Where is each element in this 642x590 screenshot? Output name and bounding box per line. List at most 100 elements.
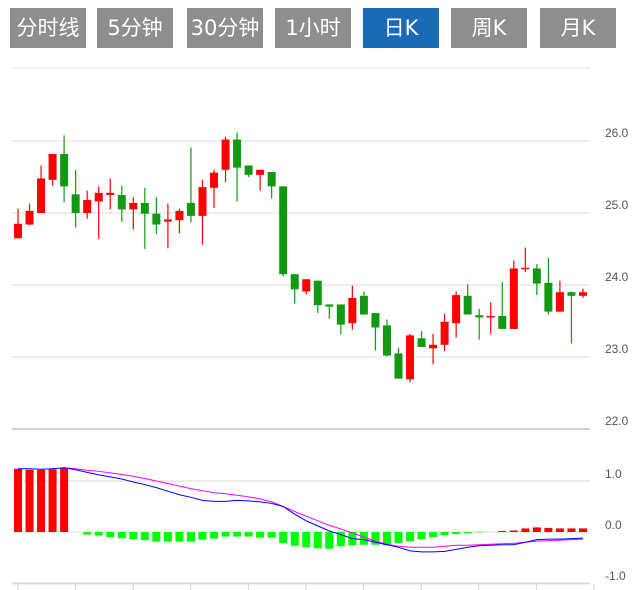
candle-down [60, 153, 69, 187]
candle-up [129, 202, 138, 210]
dea-line [64, 467, 583, 548]
macd-histogram-bar [175, 532, 184, 542]
candle-up [163, 219, 172, 222]
candle-down [152, 213, 161, 225]
candle-down [186, 202, 195, 216]
macd-histogram-bar [440, 532, 449, 536]
macd-histogram-bar [25, 469, 34, 532]
tab-3[interactable]: 1小时 [275, 8, 351, 48]
candle-down [325, 304, 334, 307]
macd-histogram-bar [498, 530, 507, 532]
candle-down [71, 194, 80, 213]
candle-down [359, 295, 368, 315]
macd-histogram-bar [371, 532, 380, 545]
macd-histogram-bar [83, 532, 92, 535]
tab-2[interactable]: 30分钟 [187, 8, 263, 48]
candle-down [394, 353, 403, 379]
candle-down [417, 338, 426, 347]
candle-up [256, 169, 265, 175]
candle-down [140, 202, 149, 214]
tab-5[interactable]: 周K [451, 8, 527, 48]
macd-histogram-bar [382, 532, 391, 546]
tab-4[interactable]: 日K [363, 8, 439, 48]
candle-down [463, 295, 472, 315]
candle-down [290, 274, 299, 290]
macd-histogram-bar [244, 532, 253, 537]
macd-histogram-bar [578, 528, 587, 532]
candle-up [429, 344, 438, 349]
macd-histogram-bar [94, 532, 103, 536]
macd-histogram-bar [221, 532, 230, 537]
macd-histogram-bar [186, 532, 195, 542]
candle-up [302, 279, 311, 292]
candle-up [440, 321, 449, 345]
macd-histogram-bar [544, 527, 553, 532]
macd-histogram-bar [198, 532, 207, 540]
candle-up [452, 295, 461, 324]
macd-histogram-bar [429, 532, 438, 538]
candle-up [486, 315, 495, 318]
macd-tick-label: 1.0 [605, 467, 622, 481]
candle-down [313, 280, 322, 306]
candle-up [94, 192, 103, 202]
candle-down [233, 139, 242, 168]
candle-down [498, 315, 507, 329]
candle-down [336, 304, 345, 325]
macd-histogram-bar [417, 532, 426, 540]
candle-up [25, 210, 34, 225]
candle-up [221, 139, 230, 170]
price-tick-label: 22.0 [605, 414, 629, 428]
candle-up [578, 292, 587, 296]
candle-up [210, 172, 219, 188]
macd-histogram-bar [394, 532, 403, 544]
candle-up [83, 200, 92, 213]
macd-histogram-bar [359, 532, 368, 545]
macd-histogram-bar [163, 532, 172, 542]
tab-0[interactable]: 分时线 [10, 8, 86, 48]
price-tick-label: 26.0 [605, 126, 629, 140]
tab-1[interactable]: 5分钟 [97, 8, 173, 48]
price-tick-label: 24.0 [605, 270, 629, 284]
macd-histogram-bar [290, 532, 299, 546]
macd-histogram-bar [475, 532, 484, 533]
candle-up [555, 292, 564, 312]
candle-up [509, 268, 518, 329]
candle-down [117, 195, 126, 210]
macd-histogram-bar [521, 528, 530, 532]
candle-up [14, 223, 22, 239]
candle-up [106, 192, 115, 195]
macd-histogram-bar [233, 532, 242, 537]
macd-histogram-bar [313, 532, 322, 549]
macd-tick-label: 0.0 [605, 518, 622, 532]
macd-histogram-bar [325, 532, 334, 549]
macd-histogram-bar [60, 468, 69, 532]
candle-up [406, 335, 415, 380]
candle-up [521, 267, 530, 270]
tab-6[interactable]: 月K [540, 8, 616, 48]
candle-down [567, 292, 576, 296]
macd-histogram-bar [567, 528, 576, 532]
macd-histogram-bar [336, 532, 345, 547]
candle-down [244, 165, 253, 175]
macd-histogram-bar [279, 532, 288, 544]
macd-histogram-bar [14, 468, 22, 532]
macd-histogram-bar [140, 532, 149, 541]
macd-histogram-bar [452, 532, 461, 535]
macd-histogram-bar [463, 532, 472, 534]
macd-histogram-bar [129, 532, 138, 540]
macd-histogram-bar [152, 532, 161, 542]
macd-histogram-bar [555, 528, 564, 532]
candle-down [382, 325, 391, 356]
candle-down [544, 282, 553, 312]
candle-up [198, 187, 207, 216]
candle-down [475, 315, 484, 318]
macd-histogram-bar [302, 532, 311, 548]
candle-down [267, 171, 276, 187]
candle-down [532, 268, 541, 284]
macd-histogram-bar [267, 532, 276, 538]
price-tick-label: 23.0 [605, 342, 629, 356]
candle-up [48, 153, 57, 180]
dif-line [18, 467, 583, 553]
macd-histogram-bar [117, 532, 126, 539]
